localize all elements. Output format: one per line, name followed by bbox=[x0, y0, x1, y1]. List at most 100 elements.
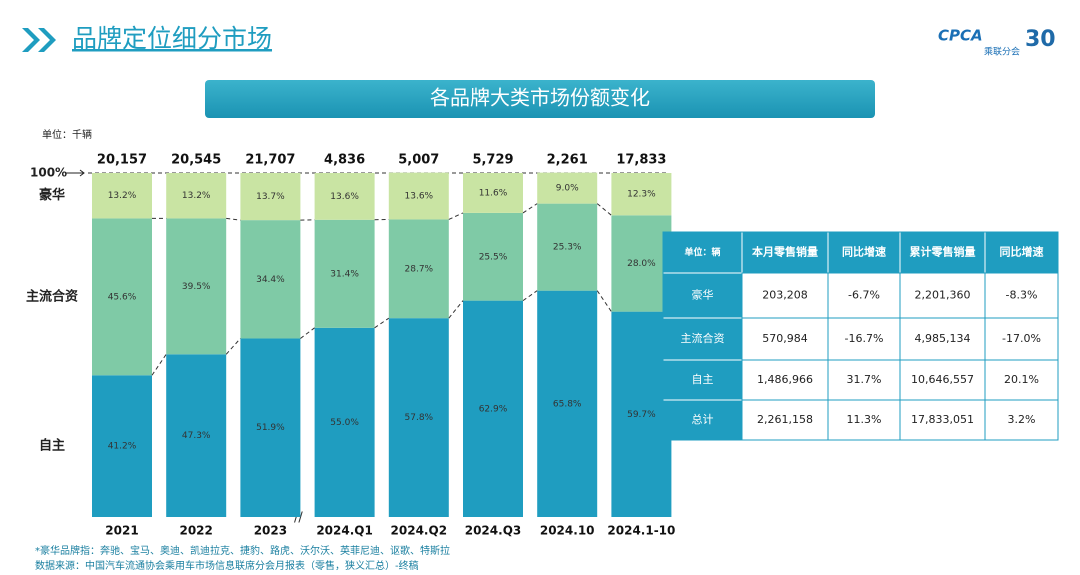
x-tick-label: 2024.10 bbox=[540, 524, 595, 538]
table-cell bbox=[741, 317, 829, 361]
x-tick-label: 2024.Q3 bbox=[465, 524, 522, 538]
table-cell bbox=[984, 399, 1059, 441]
legend-label: 豪华 bbox=[39, 187, 65, 203]
table-text: 2,261,158 bbox=[757, 413, 813, 426]
connector-line bbox=[448, 300, 464, 319]
bar-segment bbox=[463, 300, 523, 517]
x-tick-label: 2021 bbox=[105, 524, 138, 538]
table-cell bbox=[741, 399, 829, 441]
table-header: 同比增速 bbox=[842, 245, 886, 259]
tick-arrow bbox=[66, 169, 85, 177]
bar-segment bbox=[537, 290, 598, 517]
data-label: 62.9% bbox=[479, 404, 508, 414]
total-label: 20,545 bbox=[171, 153, 221, 168]
connector-line bbox=[226, 217, 241, 221]
bar-segment bbox=[166, 173, 227, 219]
connector-line bbox=[300, 327, 315, 339]
bar-segment bbox=[611, 311, 672, 517]
table-text: 总计 bbox=[692, 412, 714, 426]
data-label: 25.3% bbox=[553, 243, 582, 253]
table-text: 3.2% bbox=[1008, 413, 1036, 426]
bar-segment bbox=[92, 173, 152, 219]
data-label: 9.0% bbox=[556, 184, 579, 194]
page-title: 品牌定位细分市场 bbox=[72, 24, 272, 53]
connector-line bbox=[596, 203, 612, 216]
logo-sub: 乘联分会 bbox=[984, 46, 1020, 58]
total-label: 5,007 bbox=[398, 153, 439, 168]
table-text: 4,985,134 bbox=[915, 332, 971, 345]
table-cell bbox=[899, 359, 986, 401]
table-cell bbox=[899, 317, 986, 361]
table-text: -8.3% bbox=[1006, 289, 1038, 302]
table-text: 10,646,557 bbox=[911, 373, 974, 386]
data-label: 28.7% bbox=[405, 264, 434, 274]
logo: CPCA bbox=[938, 27, 983, 45]
data-label: 13.6% bbox=[330, 192, 359, 202]
bar-segment bbox=[240, 338, 301, 517]
data-label: 39.5% bbox=[182, 282, 211, 292]
table-cell bbox=[741, 272, 829, 319]
table-text: 主流合资 bbox=[681, 331, 725, 345]
table-header: 本月零售销量 bbox=[752, 245, 818, 259]
connector-line bbox=[151, 354, 167, 376]
table-text: 豪华 bbox=[692, 288, 714, 302]
data-label: 59.7% bbox=[627, 410, 656, 420]
chart-title: 各品牌大类市场份额变化 bbox=[430, 86, 650, 110]
connector-line bbox=[522, 203, 538, 214]
anniversary: 30 bbox=[1025, 27, 1056, 52]
bar-segment bbox=[166, 354, 227, 517]
legend-label: 主流合资 bbox=[26, 288, 78, 304]
data-label: 13.6% bbox=[405, 192, 434, 202]
axis-break: // bbox=[294, 511, 303, 526]
table-cell bbox=[984, 231, 1059, 274]
table-text: 11.3% bbox=[847, 413, 882, 426]
data-label: 65.8% bbox=[553, 399, 582, 409]
table-text: 1,486,966 bbox=[757, 373, 813, 386]
bar-segment bbox=[314, 219, 375, 328]
data-label: 11.6% bbox=[479, 188, 508, 198]
data-label: 25.5% bbox=[479, 252, 508, 262]
bar-segment bbox=[611, 173, 672, 216]
bar-segment bbox=[240, 173, 301, 221]
y-tick-label: 100% bbox=[30, 166, 67, 180]
table-border bbox=[662, 231, 1059, 441]
x-tick-label: 2024.Q2 bbox=[391, 524, 448, 538]
unit-label: 单位：千辆 bbox=[42, 128, 92, 141]
table-header: 累计零售销量 bbox=[910, 245, 976, 259]
bar-segment bbox=[611, 215, 672, 312]
table-cell bbox=[984, 359, 1059, 401]
bar-segment bbox=[388, 219, 449, 319]
bar-segment bbox=[92, 375, 152, 517]
total-label: 4,836 bbox=[324, 153, 365, 168]
data-label: 12.3% bbox=[627, 190, 656, 200]
data-label: 34.4% bbox=[256, 275, 285, 285]
table-text: 2,201,360 bbox=[915, 289, 971, 302]
table-text: 31.7% bbox=[847, 373, 882, 386]
table-cell bbox=[984, 272, 1059, 319]
table-header: 单位：辆 bbox=[684, 246, 720, 258]
data-label: 31.4% bbox=[330, 269, 359, 279]
table-text: 570,984 bbox=[762, 332, 808, 345]
bar-segment bbox=[463, 212, 523, 301]
x-tick-label: 2024.Q1 bbox=[316, 524, 373, 538]
table-text: 17,833,051 bbox=[911, 413, 974, 426]
data-label: 13.7% bbox=[256, 192, 285, 202]
legend-label: 自主 bbox=[39, 438, 65, 454]
connector-line bbox=[522, 290, 538, 302]
bar-segment bbox=[537, 172, 598, 204]
bar-segment bbox=[463, 173, 523, 213]
table-cell bbox=[984, 317, 1059, 361]
data-label: 55.0% bbox=[330, 418, 359, 428]
bar-segment bbox=[388, 318, 449, 517]
data-label: 45.6% bbox=[108, 292, 137, 302]
data-label: 51.9% bbox=[256, 423, 285, 433]
total-label: 2,261 bbox=[547, 153, 588, 168]
table-text: 20.1% bbox=[1004, 373, 1039, 386]
table-text: -6.7% bbox=[848, 289, 880, 302]
table-text: -17.0% bbox=[1002, 332, 1041, 345]
table-cell bbox=[827, 272, 901, 319]
data-label: 13.2% bbox=[182, 191, 211, 201]
x-tick-label: 2022 bbox=[179, 524, 212, 538]
bar-segment bbox=[92, 218, 152, 376]
data-label: 28.0% bbox=[627, 259, 656, 269]
